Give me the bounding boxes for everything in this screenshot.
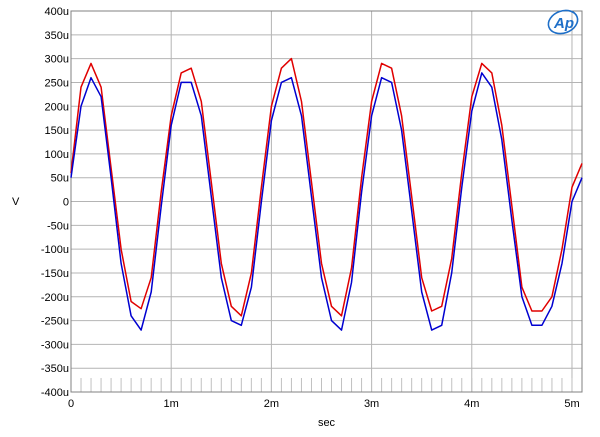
y-tick-label: 300u [45, 54, 69, 66]
y-tick-label: -350u [41, 363, 69, 375]
y-tick-label: 250u [45, 77, 69, 89]
logo-text: Ap [553, 15, 574, 32]
y-tick-label: 400u [45, 6, 69, 18]
minor-ticks [80, 378, 573, 392]
x-tick-label: 1m [164, 398, 179, 410]
y-tick-label: -300u [41, 339, 69, 351]
y-tick-label: -400u [41, 387, 69, 399]
y-tick-label: -150u [41, 268, 69, 280]
y-tick-label: -200u [41, 292, 69, 304]
grid-lines [70, 10, 582, 393]
x-tick-labels: 0 1m 2m 3m 4m 5m [68, 398, 580, 410]
y-tick-label: 200u [45, 101, 69, 113]
y-tick-label: 0 [63, 197, 69, 209]
x-tick-label: 0 [68, 398, 74, 410]
x-tick-label: 2m [264, 398, 279, 410]
series-lines [70, 57, 583, 331]
y-tick-label: -250u [41, 316, 69, 328]
y-tick-label: -50u [47, 220, 69, 232]
x-tick-label: 3m [364, 398, 379, 410]
y-axis-label: V [12, 196, 20, 208]
y-tick-label: 50u [51, 173, 69, 185]
series-line-2 [70, 72, 583, 331]
y-tick-label: 350u [45, 30, 69, 42]
ap-logo: Ap [547, 9, 579, 35]
logo-ring [547, 9, 579, 35]
plot-frame [70, 10, 583, 393]
x-tick-label: 5m [564, 398, 579, 410]
x-axis-label: sec [318, 417, 336, 429]
x-tick-label: 4m [464, 398, 479, 410]
y-tick-label: -100u [41, 244, 69, 256]
y-tick-labels: 400u 350u 300u 250u 200u 150u 100u 50u 0 -50u -100… [41, 6, 69, 399]
series-line-1 [70, 57, 583, 317]
y-tick-label: 150u [45, 125, 69, 137]
y-tick-label: 100u [45, 149, 69, 161]
